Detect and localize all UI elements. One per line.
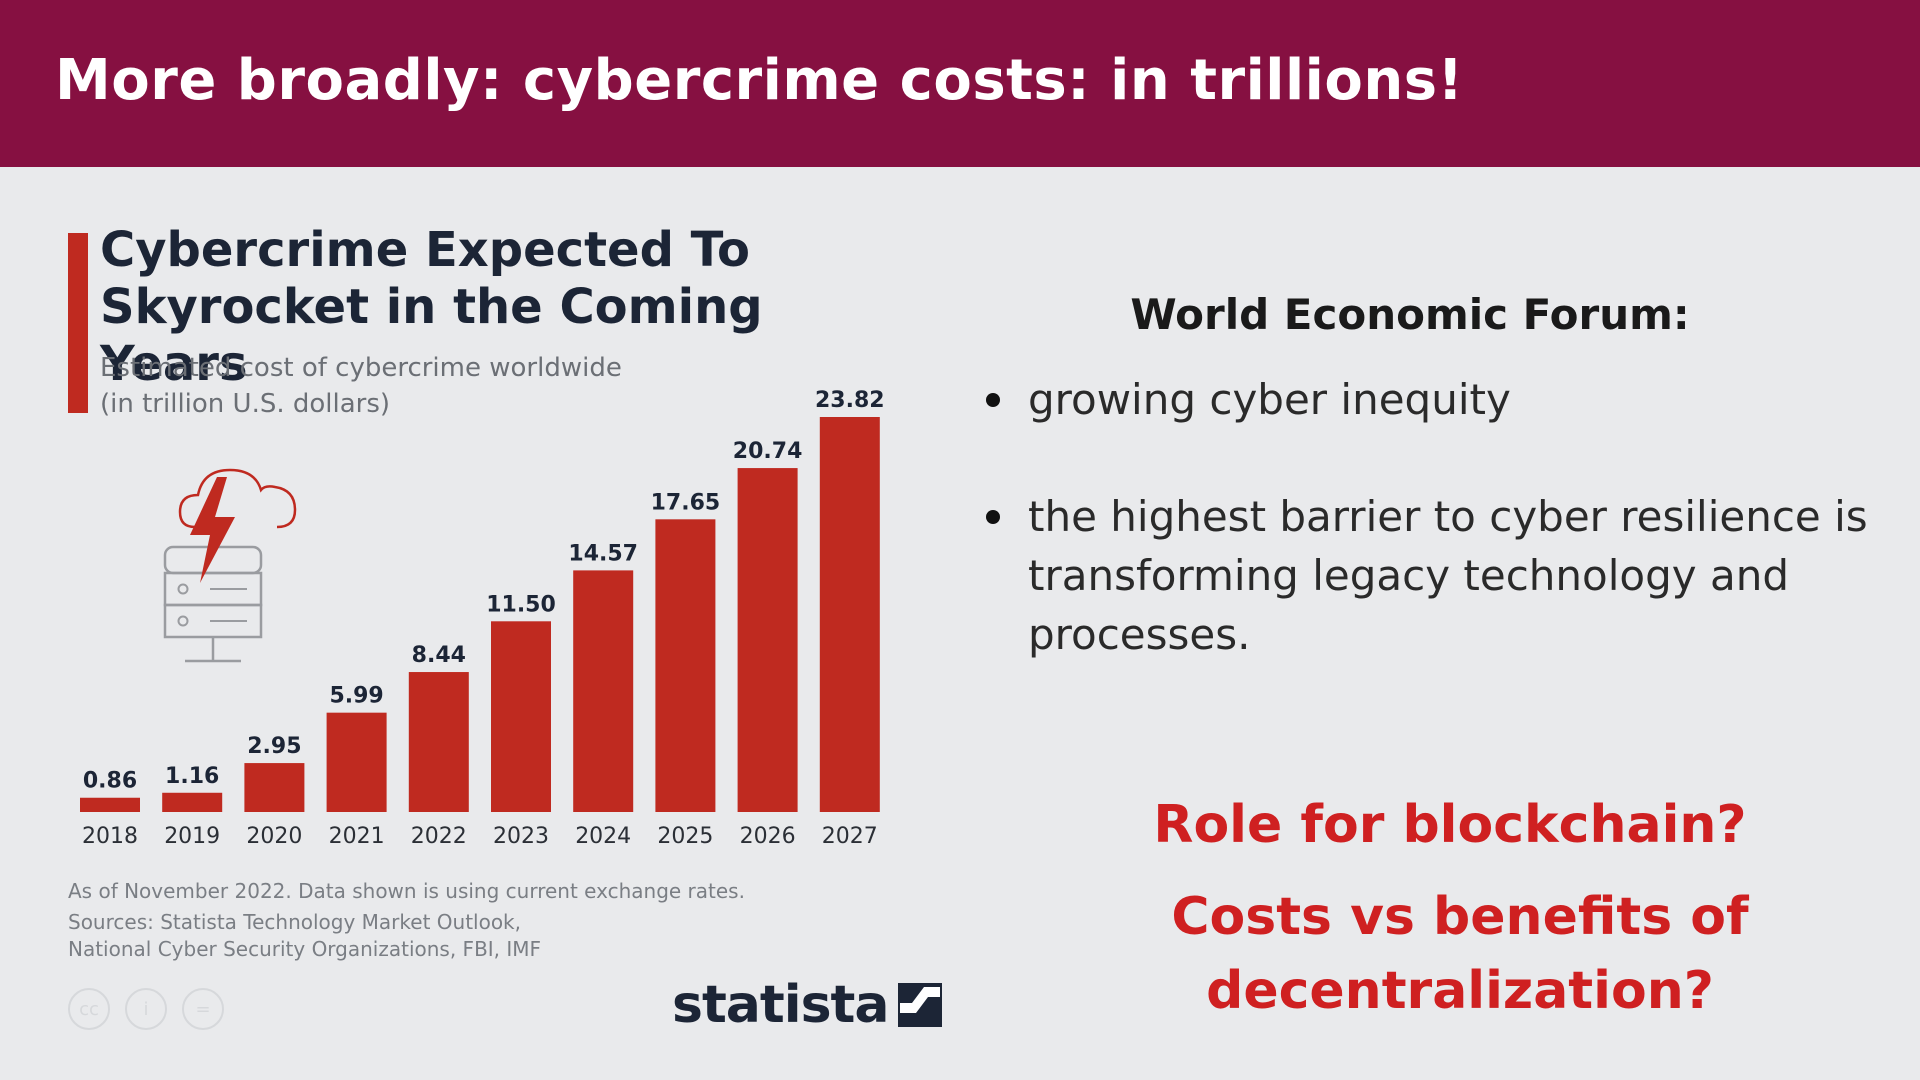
bullet-text: growing cyber inequity [1028, 375, 1511, 424]
chart-note-line: As of November 2022. Data shown is using… [68, 879, 745, 903]
attribution-icon[interactable]: i [125, 988, 167, 1030]
x-tick-label: 2020 [246, 824, 302, 849]
slide-header: More broadly: cybercrime costs: in trill… [0, 0, 1920, 167]
bar-2020 [244, 763, 305, 812]
chart-note-line: Sources: Statista Technology Market Outl… [68, 910, 521, 934]
data-label: 23.82 [815, 388, 885, 413]
chart-subtitle: Estimated cost of cybercrime worldwide (… [100, 350, 700, 422]
x-tick-label: 2023 [493, 824, 549, 849]
chart-source-note: As of November 2022. Data shown is using… [68, 878, 848, 963]
x-tick-label: 2027 [822, 824, 878, 849]
statista-mark-icon [898, 983, 943, 1027]
data-label: 8.44 [412, 643, 466, 668]
bar-2023 [491, 621, 551, 812]
bullet-item: growing cyber inequity [980, 370, 1880, 429]
x-tick-label: 2018 [82, 824, 138, 849]
bar-2027 [819, 417, 880, 812]
question-decentralization: Costs vs benefits of decentralization? [1171, 887, 1749, 1021]
statista-wordmark: statista [672, 975, 889, 1035]
chart-subtitle-line: (in trillion U.S. dollars) [100, 389, 391, 419]
data-label: 2.95 [247, 734, 301, 759]
bullet-icon [986, 510, 1000, 524]
bullet-item: the highest barrier to cyber resilience … [980, 487, 1880, 664]
x-tick-label: 2026 [740, 824, 796, 849]
data-label: 0.86 [83, 769, 137, 794]
panel-heading: World Economic Forum: [1130, 290, 1690, 339]
license-icons: cc i = [68, 988, 224, 1030]
chart-title: Cybercrime Expected To Skyrocket in the … [100, 222, 763, 392]
statista-logo: statista [672, 975, 943, 1035]
chart-accent-bar [68, 233, 88, 413]
x-tick-label: 2021 [329, 824, 385, 849]
data-label: 11.50 [486, 592, 556, 617]
bar-2025 [655, 519, 716, 812]
bar-2024 [573, 570, 634, 812]
data-label: 20.74 [733, 439, 803, 464]
no-derivatives-icon[interactable]: = [182, 988, 224, 1030]
slide-title: More broadly: cybercrime costs: in trill… [55, 48, 1464, 113]
x-tick-label: 2024 [575, 824, 631, 849]
bar-2018 [80, 797, 140, 812]
bar-2021 [326, 712, 387, 812]
bullet-list: growing cyber inequity the highest barri… [980, 370, 1880, 664]
bar-2022 [408, 672, 469, 812]
bar-2026 [737, 468, 798, 812]
bullet-icon [986, 393, 1000, 407]
creative-commons-icon[interactable]: cc [68, 988, 110, 1030]
x-tick-label: 2022 [411, 824, 467, 849]
x-tick-label: 2019 [164, 824, 220, 849]
chart-subtitle-line: Estimated cost of cybercrime worldwide [100, 353, 622, 383]
question-blockchain: Role for blockchain? [1153, 795, 1747, 855]
cloud-server-attack-icon [163, 468, 297, 663]
bullet-text: the highest barrier to cyber resilience … [1028, 492, 1868, 659]
data-label: 1.16 [165, 764, 219, 789]
data-label: 5.99 [329, 684, 383, 709]
data-label: 14.57 [568, 541, 638, 566]
chart-note-line: National Cyber Security Organizations, F… [68, 937, 542, 961]
data-label: 17.65 [651, 490, 721, 515]
x-tick-label: 2025 [657, 824, 713, 849]
bar-2019 [162, 792, 223, 812]
